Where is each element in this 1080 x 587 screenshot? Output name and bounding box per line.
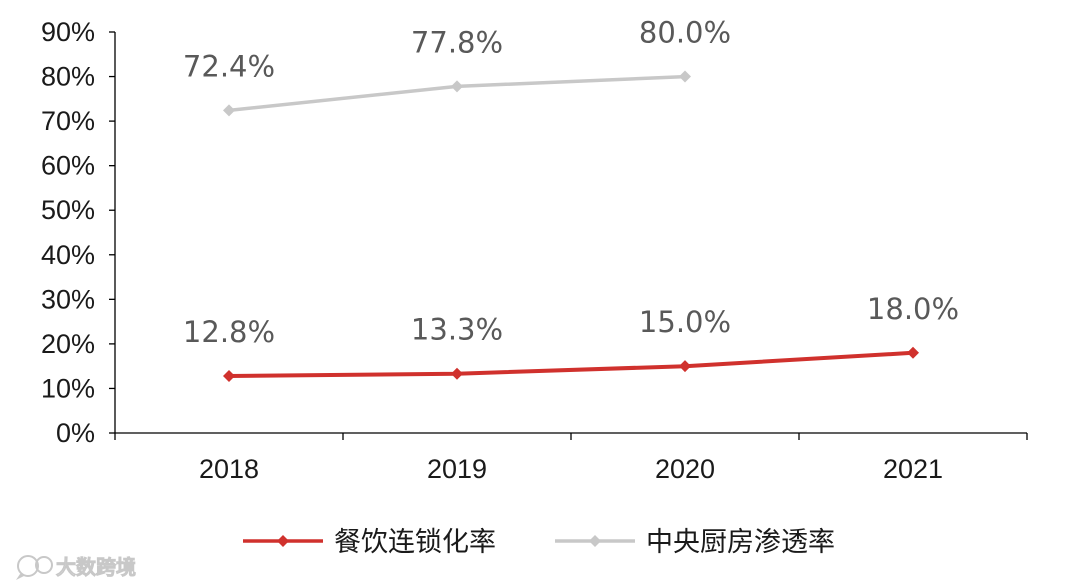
y-tick-label: 50% xyxy=(41,195,95,225)
data-labels: 72.4% 77.8% 80.0% 12.8% 13.3% 15.0% 18.0% xyxy=(183,16,959,349)
x-tick-label: 2019 xyxy=(427,454,487,484)
legend: 餐饮连锁化率 中央厨房渗透率 xyxy=(243,527,835,558)
x-axis: 2018 2019 2020 2021 xyxy=(114,432,1028,484)
data-point-marker xyxy=(451,367,463,380)
legend-marker xyxy=(589,535,601,547)
y-axis: 0% 10% 20% 30% 40% 50% 60% 70% 80% 90% xyxy=(41,17,116,448)
data-point-marker xyxy=(223,104,235,117)
data-point-marker xyxy=(679,70,691,83)
series-layer xyxy=(223,70,919,382)
y-tick-label: 60% xyxy=(41,151,95,181)
data-label: 15.0% xyxy=(639,305,731,339)
data-label: 72.4% xyxy=(183,49,275,83)
x-tick-label: 2018 xyxy=(199,454,259,484)
data-label: 80.0% xyxy=(639,16,731,50)
y-tick-label: 70% xyxy=(41,106,95,136)
data-point-marker xyxy=(451,80,463,93)
data-label: 18.0% xyxy=(867,292,959,326)
x-tick-label: 2021 xyxy=(883,454,943,484)
data-point-marker xyxy=(223,369,235,382)
data-label: 12.8% xyxy=(183,315,275,349)
y-tick-label: 80% xyxy=(41,62,95,92)
y-tick-label: 10% xyxy=(41,373,95,403)
series-line xyxy=(227,350,915,378)
x-tick-label: 2020 xyxy=(655,454,715,484)
data-label: 77.8% xyxy=(411,25,503,59)
y-tick-label: 30% xyxy=(41,284,95,314)
legend-marker xyxy=(277,535,289,547)
y-tick-label: 0% xyxy=(56,418,95,448)
legend-label: 中央厨房渗透率 xyxy=(646,527,835,558)
watermark: 大数跨境 xyxy=(16,555,136,580)
data-point-marker xyxy=(907,346,919,359)
chat-bubble-icon xyxy=(16,555,53,580)
watermark-text: 大数跨境 xyxy=(56,555,136,579)
y-tick-label: 20% xyxy=(41,329,95,359)
y-tick-label: 40% xyxy=(41,240,95,270)
data-label: 13.3% xyxy=(411,313,503,347)
data-point-marker xyxy=(679,360,691,373)
legend-label: 餐饮连锁化率 xyxy=(334,527,496,558)
y-tick-label: 90% xyxy=(41,17,95,47)
